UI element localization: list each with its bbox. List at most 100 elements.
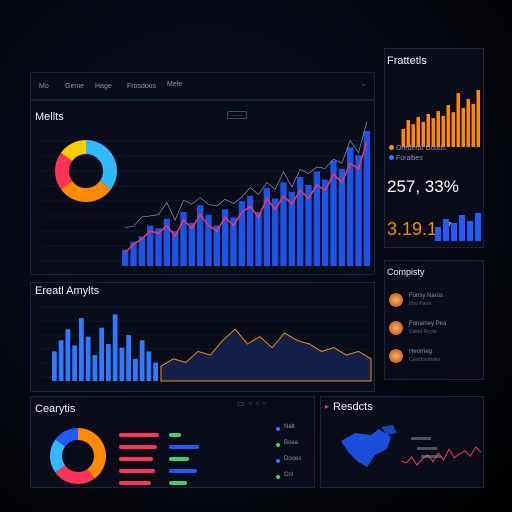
- bar: [272, 198, 279, 266]
- bar: [305, 185, 312, 266]
- pie-slice: [55, 152, 73, 190]
- bar: [106, 344, 111, 381]
- map-chart: [341, 425, 482, 467]
- bar: [163, 218, 170, 266]
- bar: [401, 129, 405, 147]
- list-item[interactable]: Heorrieg Ceiridorotroks: [389, 347, 481, 369]
- bar-segment: [119, 457, 153, 461]
- bar: [426, 114, 430, 147]
- bar: [197, 205, 204, 266]
- metrics-title: Mellts: [35, 111, 64, 123]
- bar: [213, 225, 220, 266]
- big-number: 257, 33%: [387, 177, 459, 196]
- bar: [280, 182, 287, 266]
- bar: [466, 99, 470, 147]
- bottom-left-donut: [50, 428, 106, 484]
- pie-slice: [77, 428, 106, 479]
- right-top-title: Frattetls: [387, 55, 427, 67]
- legend-swatch: [417, 447, 437, 450]
- right-top-panel: Frattetls Orederat Doods Foralties 257, …: [384, 48, 484, 248]
- map-region: [381, 425, 397, 435]
- bar-segment: [169, 481, 187, 485]
- tag-dot-icon: [276, 443, 280, 447]
- bar: [247, 195, 254, 266]
- bar: [338, 168, 345, 266]
- nav-item-3[interactable]: Hage: [95, 83, 112, 90]
- bar: [180, 212, 187, 266]
- analytics-chart: [41, 306, 372, 382]
- bar-segment: [169, 445, 199, 449]
- tag-label: Cnl: [284, 472, 294, 478]
- bar: [119, 347, 125, 381]
- bar: [147, 225, 154, 266]
- toolbar-icons[interactable]: ▭ ▫ ▫ ▫: [237, 399, 267, 408]
- more-options-icon[interactable]: ⌄: [360, 79, 368, 88]
- bar: [188, 222, 195, 266]
- bar: [288, 191, 295, 266]
- bar: [406, 120, 410, 147]
- bar: [85, 336, 91, 381]
- bar: [126, 335, 131, 381]
- map-region: [341, 429, 391, 467]
- bar: [471, 103, 475, 147]
- pie-slice: [50, 439, 66, 473]
- bar: [99, 327, 104, 381]
- nav-item-4[interactable]: Frosdous: [127, 83, 157, 90]
- legend-item-1: Orederat Doods: [389, 145, 446, 152]
- person-name: Fonamey Pea: [409, 321, 447, 327]
- bar: [363, 131, 370, 266]
- bar-segment: [169, 457, 189, 461]
- legend-label-1: Orederat Doods: [395, 145, 446, 152]
- nav-item-2[interactable]: Geme: [65, 83, 85, 90]
- list-item[interactable]: Fonamey Pea Ceirid Roots: [389, 319, 481, 341]
- arrow-icon: ▸: [325, 402, 330, 411]
- list-item[interactable]: Fonsy Naros Irtro Paws: [389, 291, 481, 313]
- kpi-bar: [451, 223, 457, 241]
- bar: [122, 249, 129, 266]
- bar: [330, 160, 337, 266]
- legend-dot-icon: [389, 155, 394, 160]
- bar: [52, 351, 57, 381]
- bar: [133, 358, 138, 381]
- pie-slice: [85, 140, 117, 190]
- avatar: [389, 321, 403, 335]
- bar: [411, 124, 415, 147]
- series-line-secondary: [125, 121, 368, 228]
- area-series: [160, 328, 372, 382]
- bar-segment: [119, 481, 151, 485]
- person-meta: Ceiridorotroks: [409, 357, 441, 363]
- bar: [347, 147, 354, 266]
- metrics-chart: [41, 121, 371, 266]
- nav-item-1[interactable]: Mo: [39, 83, 49, 90]
- tag-label: Nalt: [284, 424, 295, 430]
- tag-dot-icon: [276, 427, 280, 431]
- bottom-right-panel: Resdcts ▸: [320, 396, 484, 488]
- tag-label: Boea: [284, 440, 299, 446]
- legend-swatch: [421, 455, 441, 458]
- nav-item-5[interactable]: Mele: [167, 81, 183, 88]
- pie-slice: [60, 140, 87, 162]
- series-line: [124, 141, 368, 254]
- avatar: [389, 349, 403, 363]
- person-meta: Irtro Paws: [409, 301, 432, 307]
- bar: [238, 201, 245, 266]
- bar: [138, 236, 145, 266]
- legend-swatch: [411, 437, 431, 440]
- bar: [222, 209, 229, 266]
- bar: [451, 112, 455, 147]
- analytics-panel: Ereatl Amylts: [30, 282, 375, 392]
- bar: [112, 314, 118, 381]
- bar: [65, 329, 71, 381]
- bar: [322, 179, 329, 266]
- pie-slice: [55, 428, 79, 447]
- bar-segment: [169, 469, 197, 473]
- bar: [416, 117, 420, 147]
- bar: [431, 118, 435, 147]
- person-name: Fonsy Naros: [409, 293, 444, 299]
- bottom-left-panel: Cearytis ▭ ▫ ▫ ▫ Nalt Boea Dooes Cnl: [30, 396, 315, 488]
- pie-slice: [55, 465, 95, 484]
- bar: [441, 115, 445, 147]
- metrics-pill: ......: [227, 111, 248, 119]
- bottom-right-title: Resdcts: [333, 401, 373, 413]
